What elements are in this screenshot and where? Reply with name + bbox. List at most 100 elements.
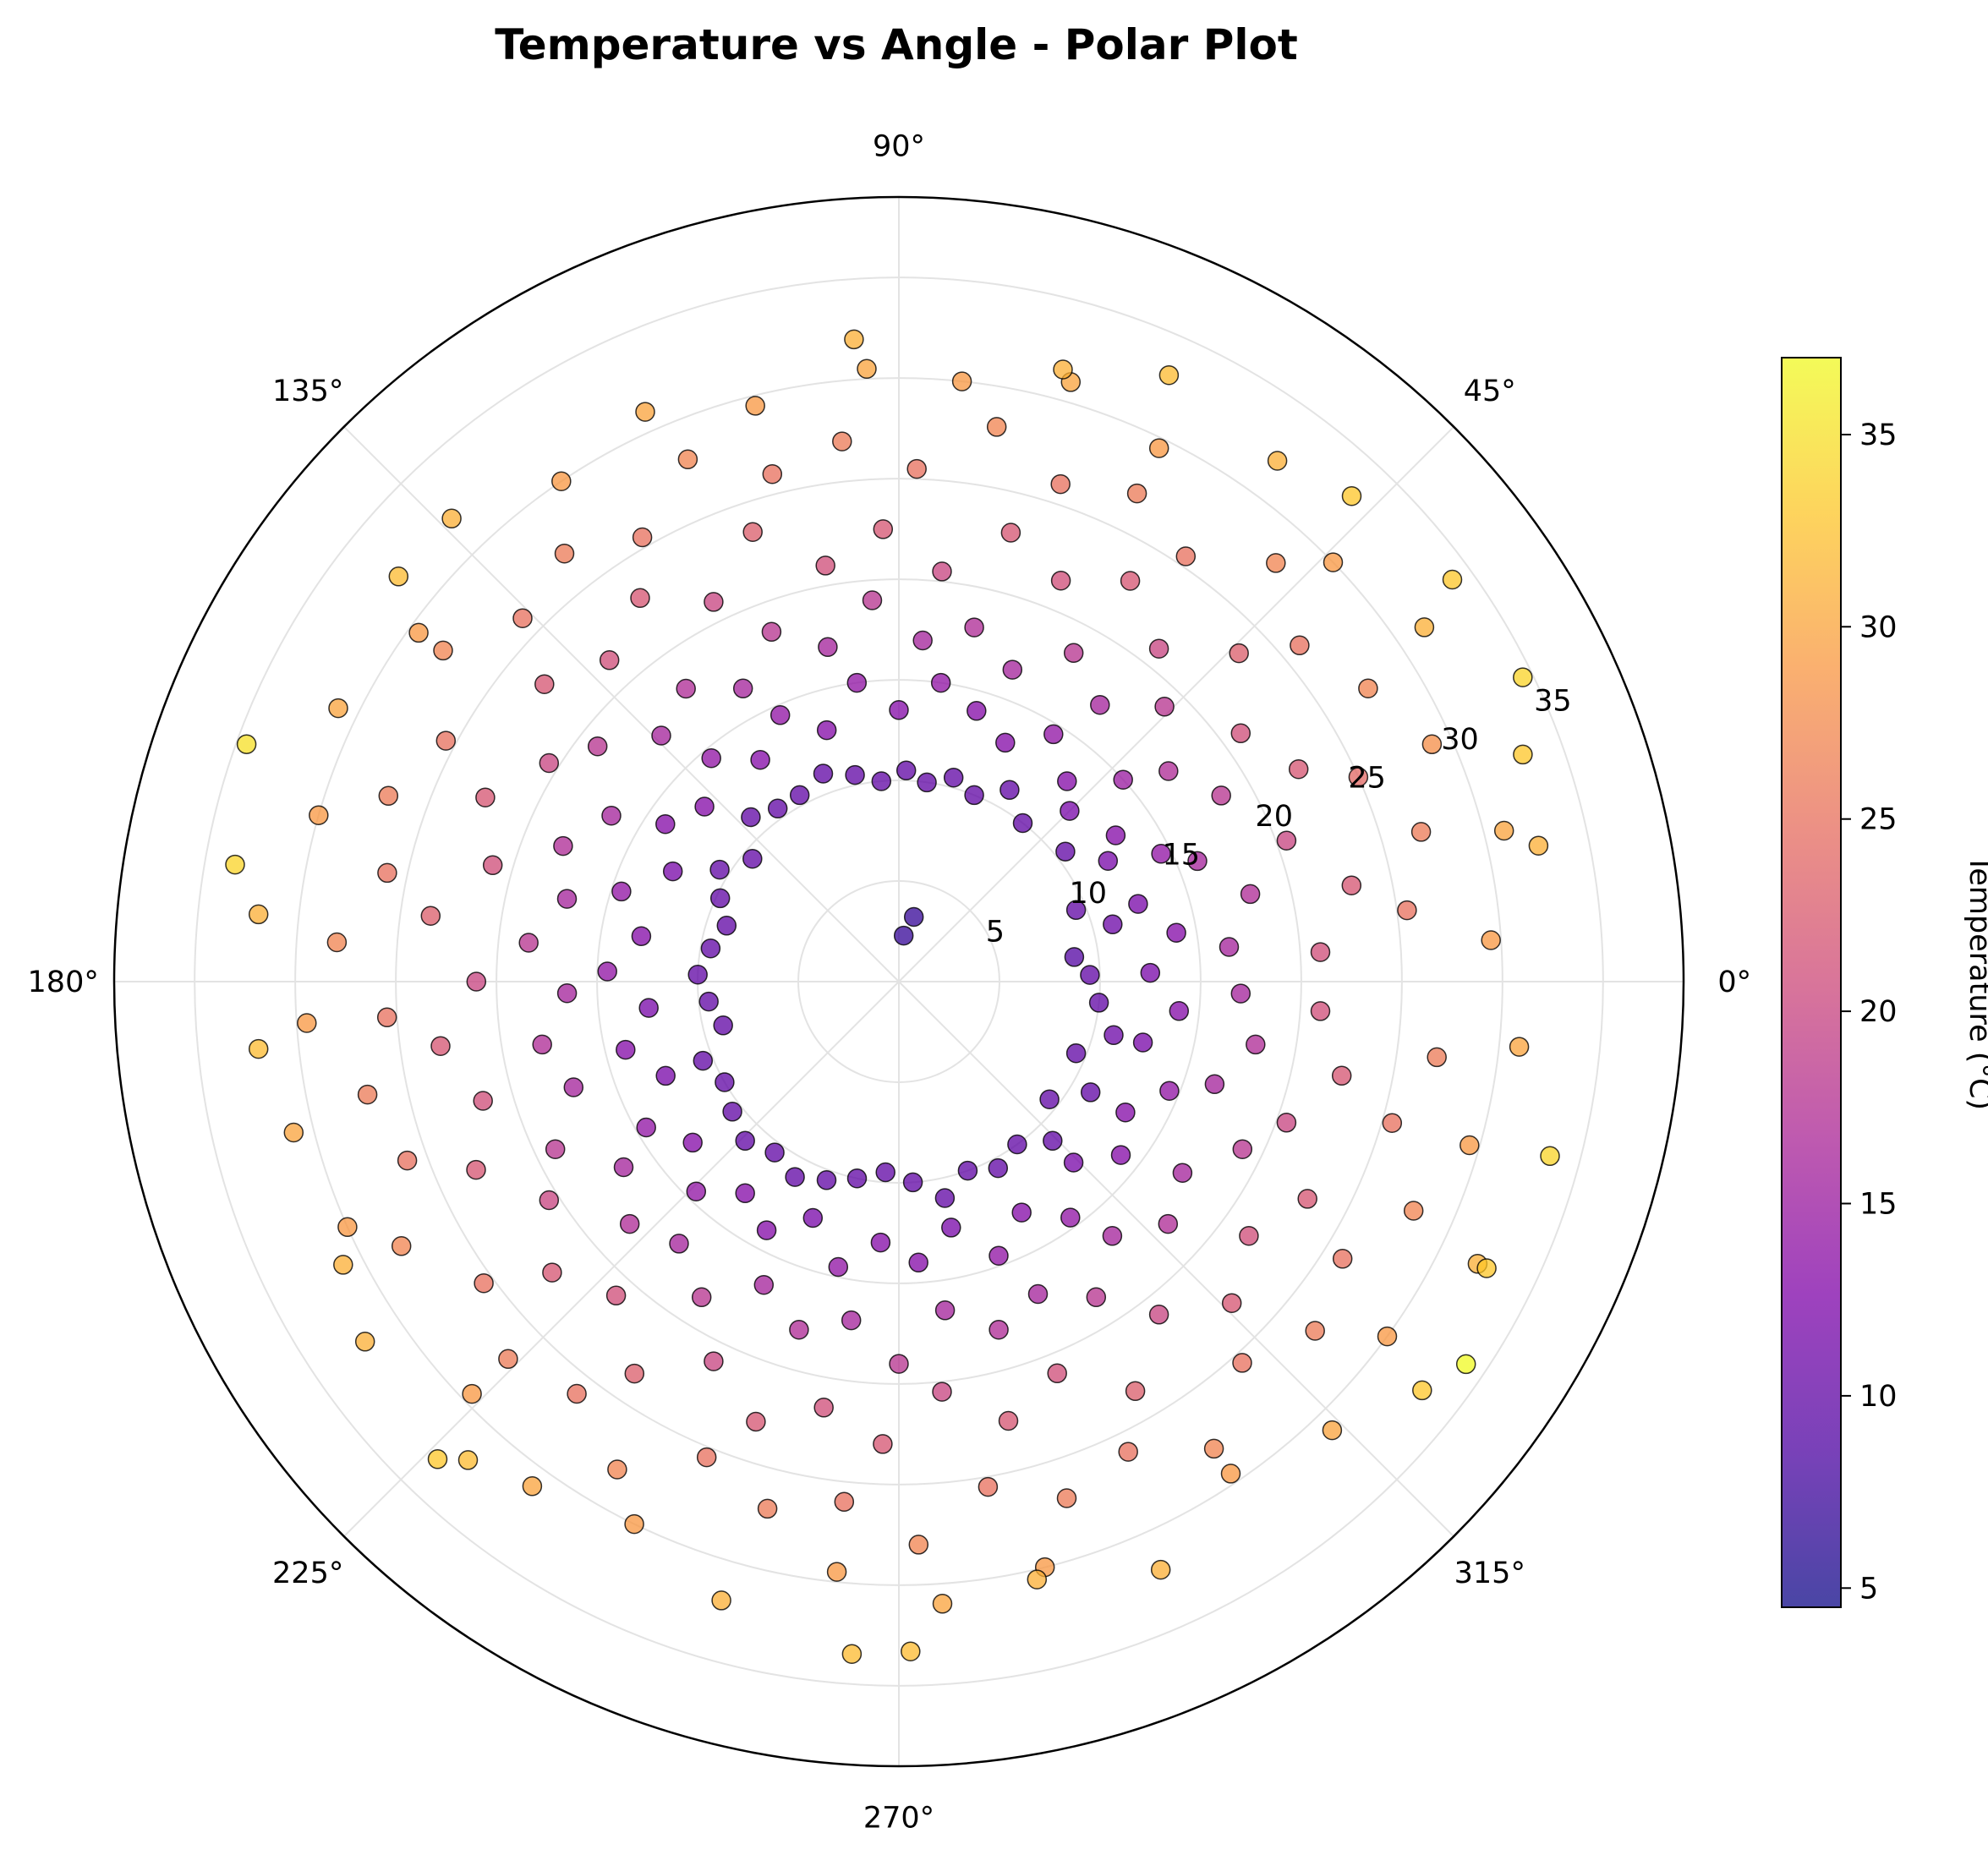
data-point: [1288, 758, 1309, 780]
data-point: [828, 1256, 849, 1278]
theta-tick-label: 225°: [272, 1557, 343, 1590]
data-point: [630, 588, 650, 609]
data-point: [1047, 1363, 1067, 1384]
data-point: [551, 471, 572, 491]
data-point: [1158, 1213, 1179, 1234]
data-point: [846, 1168, 868, 1189]
data-point: [1012, 813, 1033, 834]
theta-tick-label: 45°: [1464, 375, 1516, 408]
data-point: [1203, 1438, 1224, 1459]
data-point: [1310, 942, 1331, 962]
data-point: [248, 904, 269, 925]
data-point: [941, 1218, 961, 1238]
data-point: [722, 1102, 742, 1122]
r-tick-label: 15: [1163, 838, 1201, 872]
data-point: [701, 747, 721, 769]
data-point: [1276, 1113, 1297, 1133]
data-point: [1060, 801, 1080, 821]
colorbar-tick-label: 25: [1859, 803, 1898, 837]
data-point: [1056, 1488, 1077, 1508]
data-point: [1412, 1380, 1432, 1401]
data-point: [832, 431, 852, 451]
data-point: [1421, 734, 1443, 755]
data-point: [1027, 1283, 1049, 1305]
data-point: [1322, 1420, 1343, 1441]
data-point: [813, 763, 834, 784]
r-tick-label: 20: [1255, 800, 1293, 834]
data-point: [1000, 523, 1021, 543]
data-point: [762, 463, 783, 484]
data-point: [1158, 761, 1179, 781]
data-point: [337, 1217, 358, 1238]
data-point: [1057, 771, 1077, 791]
data-point: [433, 640, 453, 661]
data-point: [441, 508, 462, 529]
data-point: [756, 1220, 777, 1240]
data-point: [1513, 744, 1533, 765]
data-point: [1297, 1189, 1317, 1209]
data-point: [1481, 930, 1501, 950]
data-point: [1267, 451, 1288, 471]
data-point: [741, 807, 761, 828]
data-point: [844, 329, 864, 350]
data-point: [542, 1262, 562, 1283]
data-point: [767, 798, 788, 819]
data-point: [333, 1255, 353, 1275]
theta-gridline-225: [343, 981, 900, 1537]
data-point: [686, 1181, 707, 1201]
data-point: [677, 449, 698, 470]
data-point: [834, 1491, 855, 1513]
data-point: [989, 1245, 1009, 1266]
data-point: [669, 1234, 689, 1254]
data-point: [769, 705, 791, 725]
data-point: [1105, 825, 1126, 845]
data-point: [694, 796, 715, 817]
data-point: [1098, 851, 1119, 871]
data-point: [522, 1476, 543, 1497]
data-point: [1132, 1032, 1153, 1053]
data-point: [998, 1410, 1019, 1431]
data-point: [1229, 643, 1249, 664]
data-point: [761, 621, 782, 643]
data-point: [1187, 851, 1208, 872]
data-point: [691, 1287, 712, 1308]
data-point: [1382, 1113, 1403, 1133]
data-point: [889, 700, 909, 720]
data-point: [376, 1007, 397, 1028]
data-point: [601, 805, 622, 826]
data-point: [901, 1641, 921, 1661]
data-point: [845, 764, 865, 785]
data-point: [1348, 767, 1369, 787]
data-point: [1493, 820, 1514, 841]
data-point: [816, 720, 837, 741]
data-point: [597, 961, 617, 982]
data-point: [539, 752, 560, 774]
data-point: [1377, 1326, 1398, 1347]
data-point: [631, 926, 652, 947]
theta-tick-label: 0°: [1717, 966, 1751, 999]
data-point: [1002, 659, 1023, 680]
data-point: [1120, 571, 1141, 591]
r-tick-label: 5: [986, 916, 1005, 949]
data-point: [420, 906, 441, 926]
data-point: [1080, 1082, 1101, 1103]
data-point: [1221, 1293, 1242, 1313]
data-point: [1455, 1354, 1476, 1375]
data-point: [1043, 724, 1064, 745]
data-point: [1007, 1134, 1027, 1155]
scatter-points: [225, 329, 1560, 1664]
data-point: [1050, 473, 1071, 495]
data-point: [870, 1232, 891, 1253]
data-point: [873, 1434, 893, 1454]
data-point: [693, 1050, 714, 1071]
data-point: [700, 938, 721, 959]
data-point: [917, 772, 937, 793]
data-point: [1126, 483, 1147, 504]
data-point: [1169, 1001, 1190, 1021]
data-point: [932, 1594, 953, 1614]
data-point: [1414, 617, 1435, 637]
theta-tick-labels: 0° 45° 90° 135° 180° 225° 270° 315°: [28, 130, 1752, 1836]
data-point: [951, 371, 972, 391]
chart-title: Temperature vs Angle - Polar Plot: [495, 20, 1298, 69]
data-point: [1080, 965, 1100, 985]
